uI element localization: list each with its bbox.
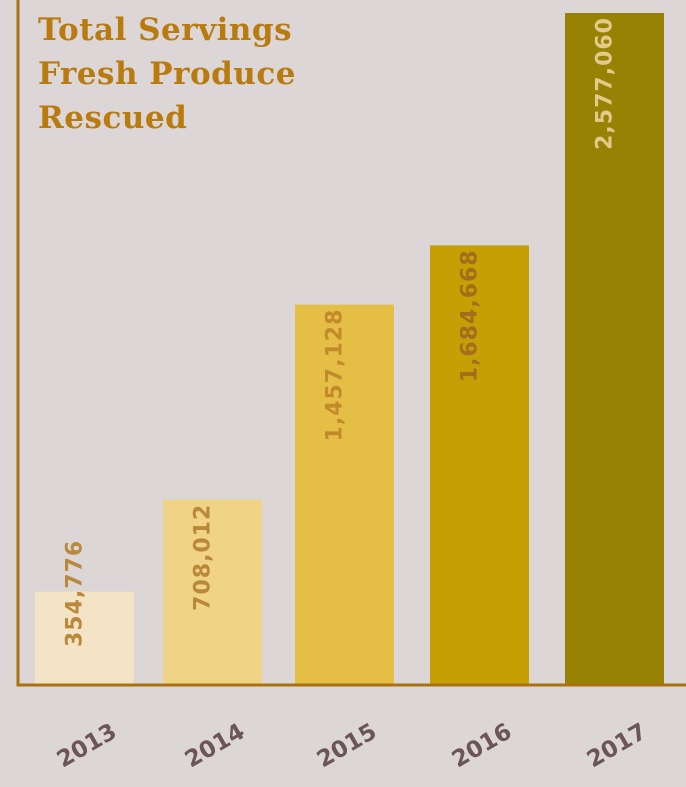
value-label-2014: 708,012 <box>191 504 216 611</box>
bar-2013 <box>35 591 134 684</box>
chart-title-line-3: Rescued <box>38 100 188 136</box>
chart-title-line-1: Total Servings <box>38 12 293 48</box>
bar-2017 <box>565 13 664 684</box>
x-tick-label-2016: 2016 <box>448 719 516 774</box>
chart-title: Total Servings Fresh Produce Rescued <box>38 8 296 140</box>
value-label-2017: 2,577,060 <box>593 17 618 150</box>
bar-2016 <box>430 245 529 684</box>
bar-2015 <box>295 304 394 684</box>
chart-title-line-2: Fresh Produce <box>38 56 296 92</box>
bar-2014 <box>163 499 262 684</box>
x-tick-label-2017: 2017 <box>583 719 651 774</box>
value-label-2016: 1,684,668 <box>458 249 483 382</box>
x-tick-label-2013: 2013 <box>53 719 121 774</box>
x-tick-label-2014: 2014 <box>181 719 249 774</box>
value-label-2013: 354,776 <box>63 540 88 647</box>
value-label-2015: 1,457,128 <box>323 309 348 442</box>
x-tick-label-2015: 2015 <box>313 719 381 774</box>
